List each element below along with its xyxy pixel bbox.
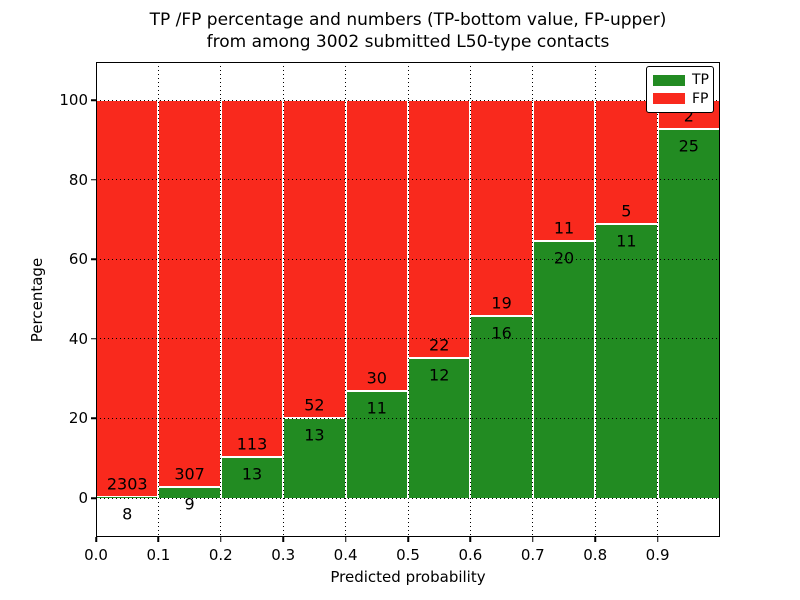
tp-count-label: 25	[678, 136, 699, 156]
tp-bar	[408, 357, 471, 498]
fp-count-label: 5	[621, 201, 632, 221]
x-tick-label: 0.1	[146, 546, 171, 564]
gridline-x	[469, 62, 471, 537]
fp-bar	[220, 100, 284, 457]
y-tick-label: 0	[78, 489, 88, 507]
x-tick-label: 0.2	[208, 546, 233, 564]
gridline-x	[220, 62, 222, 537]
fp-bar	[470, 100, 533, 317]
tp-bar	[532, 241, 596, 498]
fp-count-label: 52	[304, 395, 325, 415]
chart-title-line2: from among 3002 submitted L50-type conta…	[206, 32, 610, 52]
fp-bar	[158, 100, 221, 487]
y-tick-label: 60	[68, 250, 88, 269]
legend: TP FP	[646, 66, 714, 113]
fp-count-label: 2	[683, 106, 694, 126]
tp-count-label: 8	[122, 504, 133, 524]
x-tick	[656, 537, 659, 542]
fp-bar	[96, 100, 159, 497]
y-tick	[91, 258, 96, 260]
tp-count-label: 12	[429, 365, 450, 385]
y-tick	[91, 99, 96, 101]
legend-label-tp: TP	[692, 72, 709, 89]
fp-count-label: 11	[553, 218, 575, 238]
plot-area: 2303 8 307 9 113 13 52 13 30 11 22 12 19 16 11 20 5 11 2 25	[96, 62, 720, 537]
tp-count-label: 9	[184, 494, 195, 514]
tp-bar	[595, 224, 658, 498]
fp-count-label: 19	[491, 293, 512, 313]
x-tick-label: 0.8	[583, 546, 608, 564]
fp-count-label: 113	[236, 434, 268, 454]
fp-count-label: 22	[429, 335, 450, 355]
gridline-x	[157, 62, 159, 537]
fp-bar	[532, 100, 596, 242]
fp-count-label: 307	[174, 464, 205, 484]
x-tick	[469, 537, 472, 542]
y-tick-label: 40	[68, 329, 88, 348]
fp-bar	[345, 100, 408, 392]
x-tick	[344, 537, 347, 542]
gridline-x	[282, 62, 284, 537]
fp-bar	[408, 100, 471, 358]
y-tick-label: 80	[68, 170, 88, 189]
tp-bar	[345, 391, 408, 498]
fp-bar	[595, 100, 658, 225]
chart-title: TP /FP percentage and numbers (TP-bottom…	[96, 9, 720, 53]
y-tick-label: 20	[68, 409, 88, 428]
y-tick-label: 100	[59, 91, 88, 109]
tp-count-label: 11	[366, 398, 387, 418]
tp-count-label: 11	[616, 231, 637, 251]
tp-bar	[657, 129, 720, 498]
x-tick	[532, 537, 534, 542]
x-tick	[157, 537, 160, 542]
x-tick-label: 0.7	[520, 546, 545, 564]
legend-item-tp: TP	[647, 73, 713, 87]
x-axis-label: Predicted probability	[330, 568, 486, 586]
gridline-x	[594, 62, 596, 537]
tp-bar	[158, 486, 221, 498]
fp-count-label: 2303	[106, 474, 148, 494]
legend-swatch-fp	[653, 93, 685, 105]
tp-count-label: 13	[241, 464, 263, 484]
x-tick	[282, 537, 284, 542]
x-tick-label: 0.5	[396, 546, 420, 564]
y-tick	[91, 178, 96, 181]
x-tick	[95, 537, 97, 542]
x-tick-label: 0.4	[333, 546, 358, 564]
tp-count-label: 20	[553, 248, 575, 268]
tp-bar	[470, 316, 533, 498]
x-tick	[594, 537, 596, 542]
y-tick	[91, 417, 96, 420]
gridline-x	[345, 62, 347, 537]
x-tick-label: 0.3	[271, 546, 296, 564]
gridline-x	[407, 62, 409, 537]
gridline-x	[657, 62, 659, 537]
x-tick-label: 0.6	[458, 546, 483, 564]
legend-label-fp: FP	[692, 90, 709, 107]
x-tick-label: 0.9	[645, 546, 670, 564]
gridline-x	[532, 62, 534, 537]
tp-bar	[220, 456, 284, 498]
tp-count-label: 16	[491, 323, 512, 343]
y-tick	[91, 338, 96, 340]
tp-bar	[283, 418, 346, 498]
fp-count-label: 30	[366, 368, 387, 388]
legend-item-fp: FP	[647, 92, 713, 106]
tp-bar	[96, 496, 159, 499]
x-tick	[220, 537, 222, 542]
tp-count-label: 13	[304, 425, 325, 445]
x-tick-label: 0.0	[84, 546, 108, 564]
legend-swatch-tp	[653, 74, 685, 86]
y-tick	[91, 497, 96, 499]
chart-title-line1: TP /FP percentage and numbers (TP-bottom…	[149, 10, 667, 30]
x-tick	[407, 537, 409, 542]
